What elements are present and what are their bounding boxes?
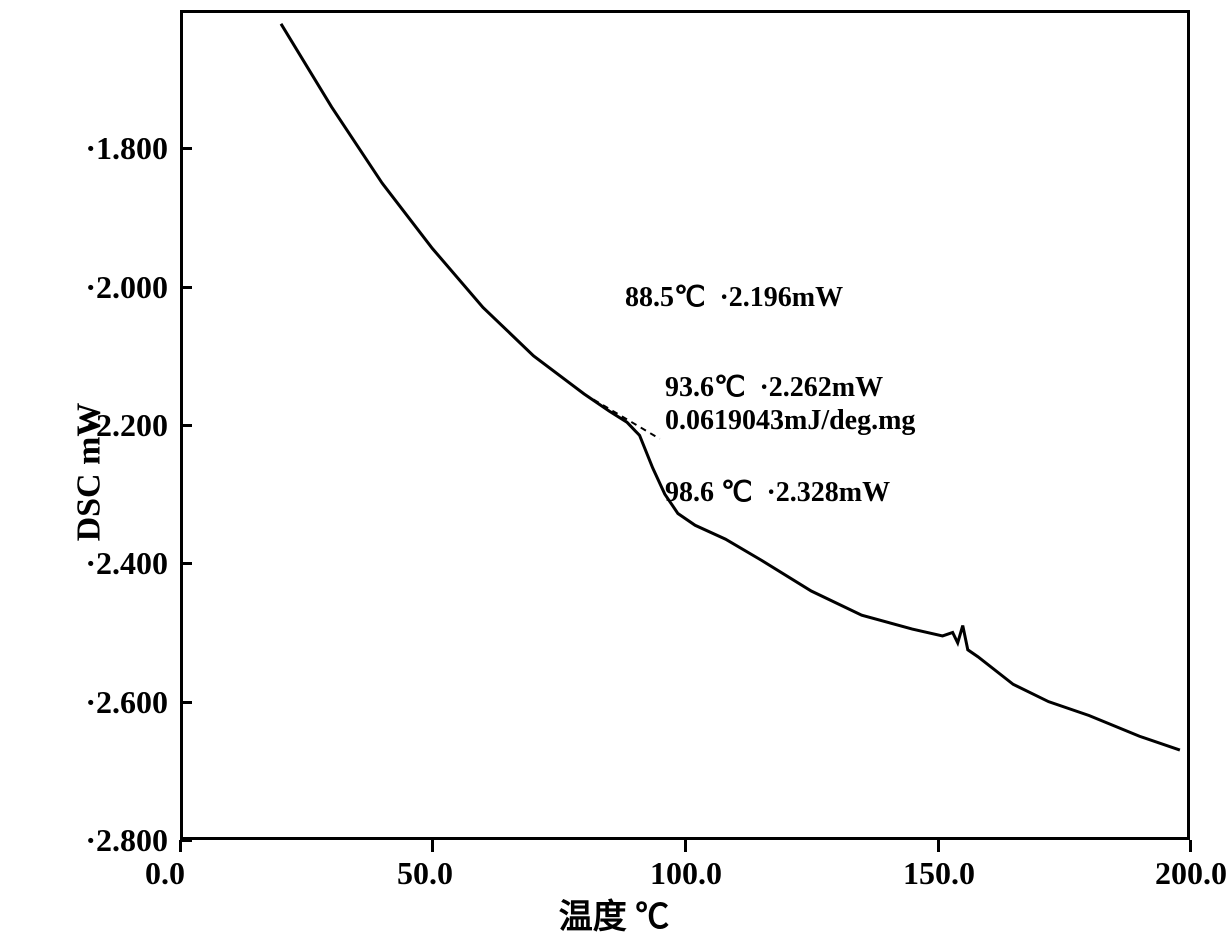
annotation-value: ·2.196mW [719,282,843,313]
annotation-temp: 88.5℃ [625,282,705,313]
annotation: 98.6 ℃ ·2.328mW [665,475,890,509]
annotation-value: ·2.328mW [766,477,890,508]
x-tick [179,840,182,852]
x-tick [431,840,434,852]
x-tick [937,840,940,852]
y-tick [180,424,192,427]
x-tick-label: 100.0 [650,855,722,892]
curve-svg [0,0,1228,943]
y-tick-label: ·2.200 [85,407,168,444]
y-tick [180,286,192,289]
baseline-dashed [584,394,660,439]
annotation: 88.5℃ ·2.196mW [625,280,843,314]
y-tick [180,147,192,150]
x-tick-label: 150.0 [903,855,975,892]
x-tick [1189,840,1192,852]
y-tick [180,701,192,704]
x-tick-label: 200.0 [1155,855,1227,892]
x-axis-label: 温度 ℃ [559,889,670,938]
y-tick-label: ·2.800 [85,822,168,859]
annotation: 93.6℃ ·2.262mW [665,370,883,404]
x-tick-label: 0.0 [145,855,185,892]
annotation-value: ·2.262mW [759,372,883,403]
y-tick-label: ·2.400 [85,545,168,582]
annotation-temp: 98.6 ℃ [665,477,752,508]
annotation-value: 0.0619043mJ/deg.mg [665,405,915,436]
dsc-chart: DSC mW 温度 ℃ ·1.800·2.000·2.200·2.400·2.6… [0,0,1228,943]
y-tick-label: ·2.000 [85,269,168,306]
y-tick-label: ·2.600 [85,684,168,721]
y-tick [180,562,192,565]
y-tick-label: ·1.800 [85,130,168,167]
annotation-temp: 93.6℃ [665,372,745,403]
annotation: 0.0619043mJ/deg.mg [665,405,915,437]
x-tick [684,840,687,852]
x-tick-label: 50.0 [397,855,453,892]
